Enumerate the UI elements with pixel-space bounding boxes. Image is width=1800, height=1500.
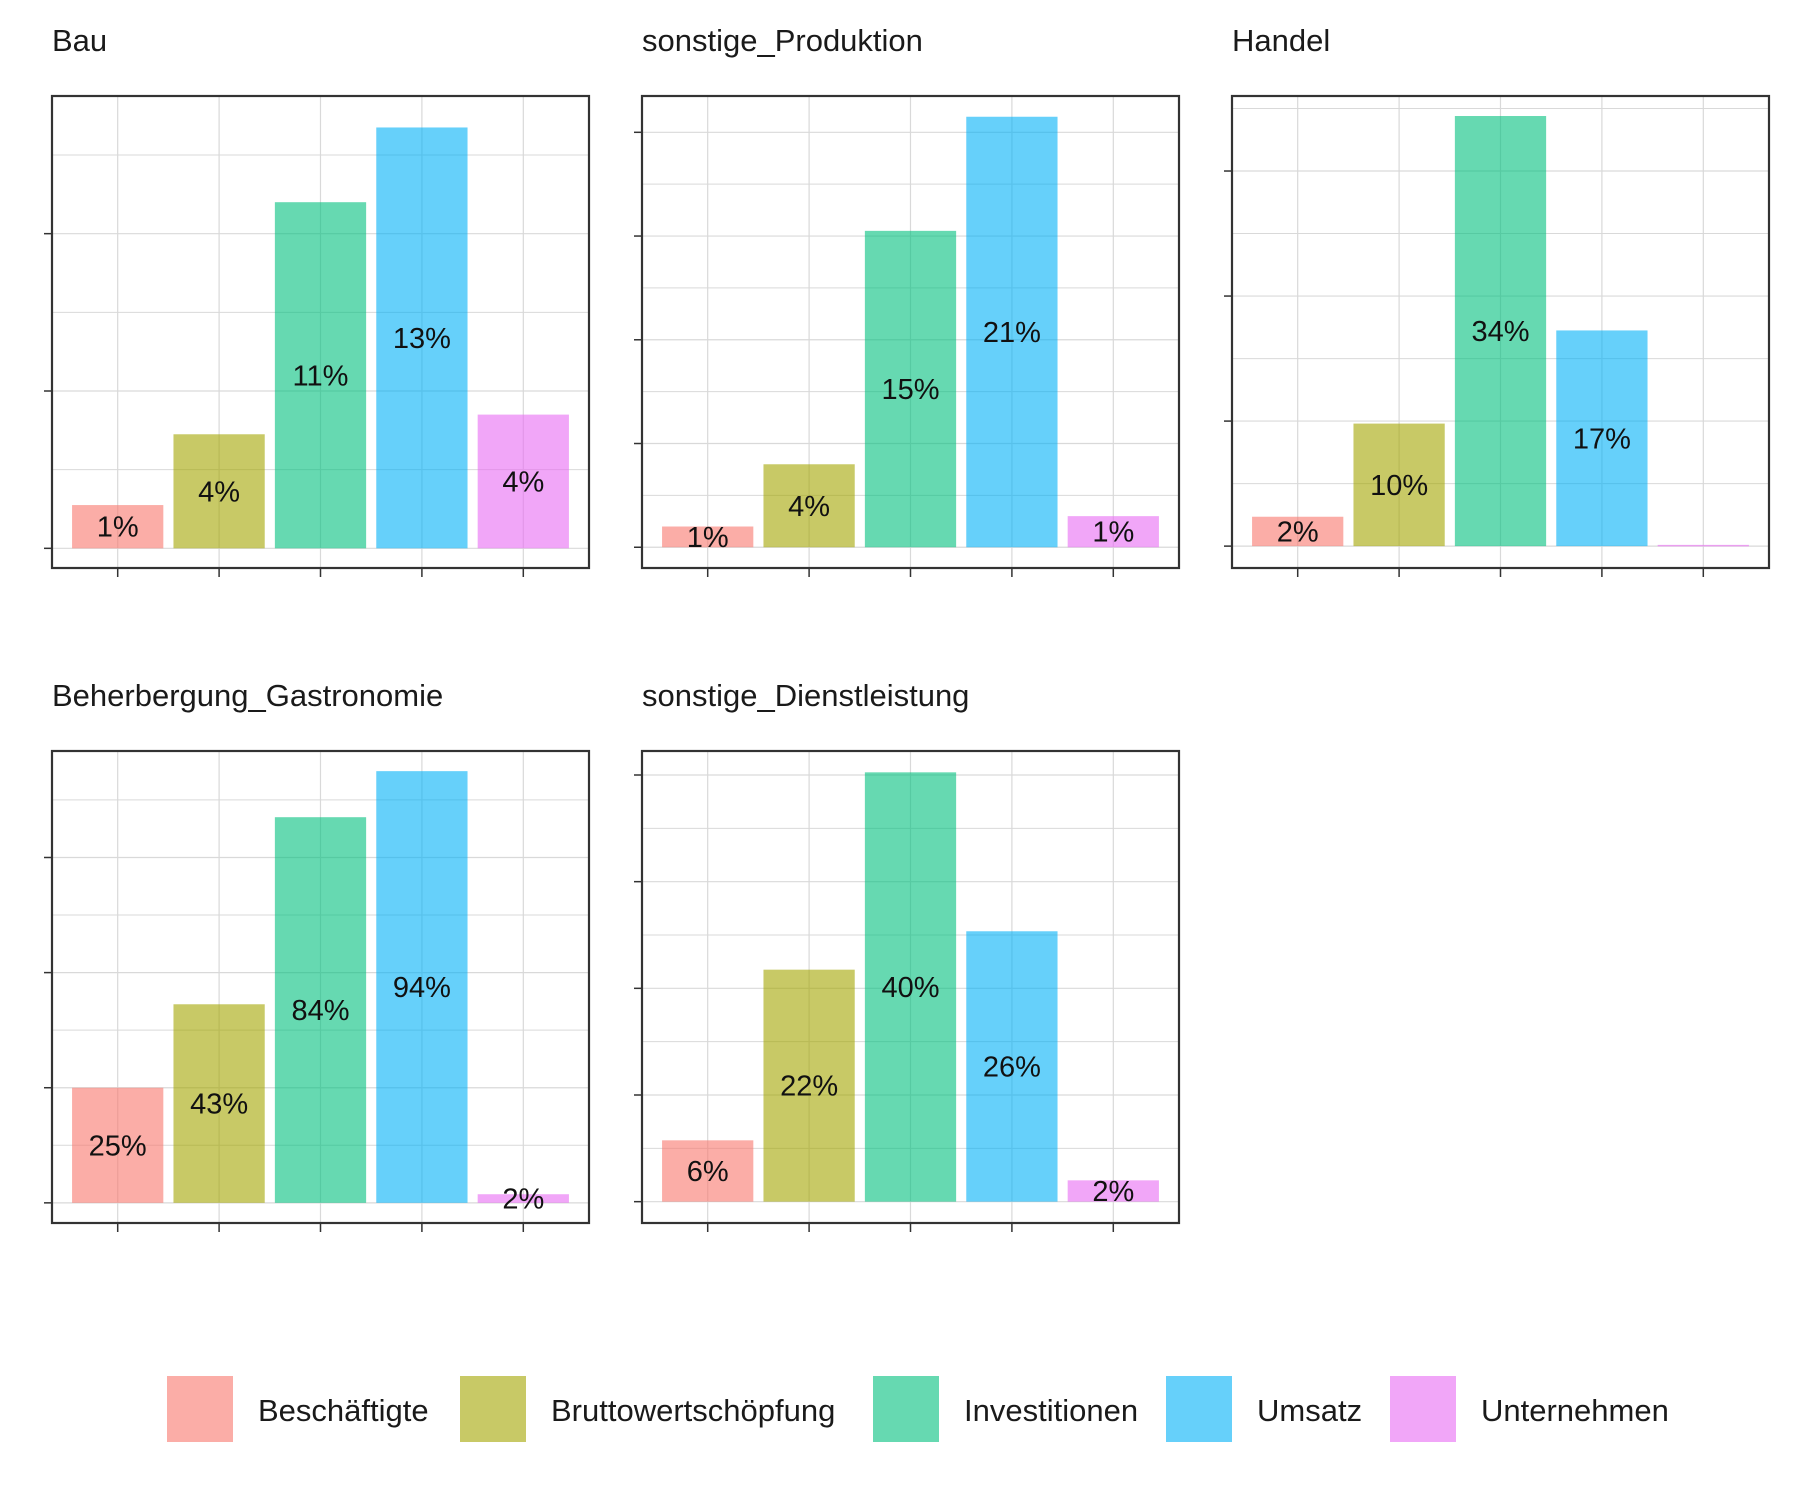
bar-value-label: 15% bbox=[881, 374, 939, 406]
bar-value-label: 26% bbox=[983, 1051, 1041, 1083]
panel-frame bbox=[50, 94, 591, 570]
bar-investitionen bbox=[274, 817, 367, 1203]
bar-investitionen bbox=[274, 202, 367, 549]
bar-value-label: 40% bbox=[881, 972, 939, 1004]
bar-bruttowertschöpfung bbox=[763, 969, 855, 1202]
panel-title: sonstige_Dienstleistung bbox=[642, 678, 969, 713]
bar-value-label: 4% bbox=[502, 466, 544, 498]
bar-value-label: 13% bbox=[393, 323, 451, 355]
legend: Beschäftigte Bruttowertschöpfung Investi… bbox=[167, 1376, 1669, 1442]
legend-key-bruttowertschoepfung bbox=[460, 1376, 526, 1442]
legend-key-beschaeftigte bbox=[167, 1376, 233, 1442]
chart-panels: Bau 1% 4% 11% 13% 4% sonstige_Produktion 1% 4% 15… bbox=[44, 23, 1771, 1232]
panel-title: sonstige_Produktion bbox=[642, 23, 923, 58]
bar-unternehmen bbox=[1067, 516, 1159, 548]
bar-value-label: 22% bbox=[780, 1071, 838, 1103]
panel-4: Beherbergung_Gastronomie 25% 43% 84% 94% 2% bbox=[44, 678, 591, 1232]
panel-title: Bau bbox=[52, 23, 107, 58]
panel-frame bbox=[640, 749, 1181, 1225]
bar-value-label: 10% bbox=[1370, 470, 1428, 502]
legend-label-bruttowertschoepfung: Bruttowertschöpfung bbox=[551, 1393, 835, 1428]
bar-umsatz bbox=[376, 771, 468, 1203]
legend-key-umsatz bbox=[1166, 1376, 1232, 1442]
bar-unternehmen bbox=[1067, 1180, 1159, 1202]
bar-value-label: 34% bbox=[1471, 316, 1529, 348]
panel-frame bbox=[50, 749, 591, 1225]
bar-value-label: 1% bbox=[1092, 517, 1134, 549]
bar-unternehmen bbox=[1657, 544, 1749, 547]
bar-umsatz bbox=[376, 127, 468, 549]
panel-title: Beherbergung_Gastronomie bbox=[52, 678, 443, 713]
legend-key-investitionen bbox=[873, 1376, 939, 1442]
bar-value-label: 84% bbox=[291, 995, 349, 1027]
bar-umsatz bbox=[966, 931, 1058, 1202]
bar-umsatz bbox=[966, 116, 1058, 548]
bar-investitionen bbox=[1454, 116, 1547, 547]
bar-bruttowertschöpfung bbox=[173, 1004, 265, 1203]
bar-value-label: 1% bbox=[97, 512, 139, 544]
bar-bruttowertschöpfung bbox=[1353, 423, 1445, 547]
bar-value-label: 6% bbox=[687, 1156, 729, 1188]
bar-investitionen bbox=[864, 772, 957, 1202]
legend-label-investitionen: Investitionen bbox=[964, 1393, 1138, 1428]
panel-3: Handel 2% 10% 34% 17% bbox=[1224, 23, 1771, 577]
bar-value-label: 4% bbox=[198, 476, 240, 508]
bar-value-label: 2% bbox=[1277, 516, 1319, 548]
bar-bruttowertschöpfung bbox=[763, 464, 855, 548]
bar-investitionen bbox=[864, 230, 957, 548]
legend-label-unternehmen: Unternehmen bbox=[1481, 1393, 1669, 1428]
bar-beschäftigte bbox=[662, 526, 754, 548]
bar-beschäftigte bbox=[72, 505, 164, 549]
bar-value-label: 43% bbox=[190, 1089, 248, 1121]
bar-value-label: 2% bbox=[1092, 1176, 1134, 1208]
panel-frame bbox=[1230, 94, 1771, 570]
panel-frame bbox=[640, 94, 1181, 570]
bar-beschäftigte bbox=[662, 1140, 754, 1202]
legend-key-unternehmen bbox=[1390, 1376, 1456, 1442]
panel-5: sonstige_Dienstleistung 6% 22% 40% 26% 2% bbox=[634, 678, 1181, 1232]
bar-value-label: 25% bbox=[89, 1130, 147, 1162]
bar-bruttowertschöpfung bbox=[173, 434, 265, 549]
bar-value-label: 2% bbox=[502, 1184, 544, 1216]
bar-value-label: 94% bbox=[393, 972, 451, 1004]
bar-value-label: 4% bbox=[788, 491, 830, 523]
bar-value-label: 11% bbox=[293, 360, 349, 392]
legend-label-beschaeftigte: Beschäftigte bbox=[258, 1393, 429, 1428]
bar-unternehmen bbox=[477, 414, 569, 549]
bar-beschäftigte bbox=[72, 1087, 164, 1203]
bar-value-label: 17% bbox=[1573, 423, 1631, 455]
bar-beschäftigte bbox=[1252, 516, 1344, 547]
panel-title: Handel bbox=[1232, 23, 1330, 58]
panel-1: Bau 1% 4% 11% 13% 4% bbox=[44, 23, 591, 577]
bar-value-label: 1% bbox=[687, 522, 729, 554]
panel-2: sonstige_Produktion 1% 4% 15% 21% 1% bbox=[634, 23, 1181, 577]
bar-unternehmen bbox=[477, 1194, 569, 1203]
bar-umsatz bbox=[1556, 330, 1648, 547]
bar-value-label: 21% bbox=[983, 317, 1041, 349]
legend-label-umsatz: Umsatz bbox=[1257, 1393, 1362, 1428]
